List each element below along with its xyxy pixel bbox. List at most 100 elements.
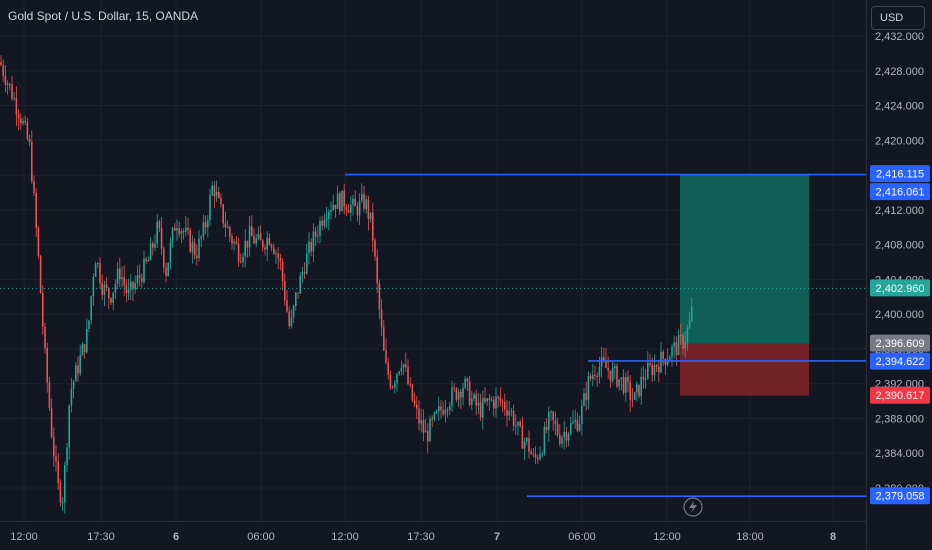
candle-body bbox=[407, 367, 409, 384]
candle-body bbox=[92, 276, 95, 297]
candle-body bbox=[189, 230, 191, 252]
candle-body bbox=[361, 194, 363, 201]
candle-body bbox=[169, 242, 172, 263]
candle-body bbox=[68, 405, 70, 448]
price-tag-sl-label: 2,390.617 bbox=[876, 390, 925, 402]
candle-body bbox=[284, 280, 286, 301]
candle-body bbox=[187, 227, 189, 231]
candle-body bbox=[103, 284, 106, 295]
candle-body bbox=[191, 242, 194, 252]
candle-body bbox=[592, 374, 594, 379]
loss-zone[interactable] bbox=[680, 343, 809, 396]
candle-body bbox=[334, 204, 337, 209]
candle-body bbox=[488, 398, 491, 400]
candle-body bbox=[636, 384, 638, 393]
profit-zone[interactable] bbox=[680, 174, 809, 344]
candle-body bbox=[202, 222, 205, 237]
candle-body bbox=[275, 253, 277, 255]
x-tick-label: 8 bbox=[830, 531, 836, 543]
candle-body bbox=[308, 241, 310, 254]
candle-body bbox=[4, 75, 7, 85]
candle-body bbox=[378, 283, 381, 310]
candle-body bbox=[116, 268, 119, 284]
candle-body bbox=[585, 393, 587, 400]
candle-body bbox=[264, 247, 266, 250]
candle-body bbox=[493, 399, 495, 409]
candle-body bbox=[607, 367, 609, 371]
candle-body bbox=[506, 409, 508, 416]
price-tag-top-level-label: 2,416.061 bbox=[876, 187, 925, 199]
candle-body bbox=[605, 359, 607, 368]
candle-body bbox=[277, 253, 279, 259]
candle-body bbox=[625, 376, 627, 393]
candle-body bbox=[59, 483, 62, 503]
candle-body bbox=[134, 283, 136, 290]
candle-body bbox=[193, 242, 196, 256]
candle-body bbox=[686, 327, 689, 342]
candle-body bbox=[675, 342, 678, 356]
price-tag-top-level bbox=[870, 183, 930, 201]
candle-body bbox=[424, 430, 427, 433]
candle-body bbox=[114, 283, 117, 293]
candle-body bbox=[215, 191, 218, 197]
candle-body bbox=[499, 397, 502, 402]
candle-body bbox=[453, 387, 455, 389]
candle-body bbox=[257, 233, 260, 239]
candle-body bbox=[504, 401, 506, 410]
candle-body bbox=[325, 218, 328, 220]
price-tag-current-label: 2,402.960 bbox=[876, 283, 925, 295]
candle-body bbox=[578, 423, 581, 431]
candle-body bbox=[367, 199, 370, 220]
candle-body bbox=[365, 199, 367, 209]
candle-body bbox=[655, 364, 658, 367]
candle-body bbox=[94, 263, 97, 277]
candle-body bbox=[108, 288, 110, 299]
candle-body bbox=[644, 378, 647, 380]
candle-body bbox=[86, 328, 88, 353]
candle-body bbox=[684, 341, 686, 349]
candle-body bbox=[534, 454, 537, 458]
candle-body bbox=[235, 241, 238, 244]
candle-body bbox=[484, 398, 486, 402]
candle-body bbox=[350, 204, 352, 213]
currency-selector-button[interactable]: USD bbox=[871, 6, 925, 30]
price-tag-entry bbox=[870, 334, 930, 352]
candle-body bbox=[688, 320, 691, 328]
candle-body bbox=[631, 399, 634, 401]
candle-body bbox=[222, 204, 224, 224]
candle-body bbox=[462, 387, 464, 398]
candle-body bbox=[442, 410, 444, 415]
candle-body bbox=[422, 420, 425, 433]
candle-body bbox=[46, 348, 48, 383]
candle-body bbox=[600, 357, 603, 367]
price-tag-entry-level-label: 2,394.622 bbox=[876, 356, 925, 368]
candle-body bbox=[314, 231, 317, 237]
candle-body bbox=[299, 275, 301, 294]
candle-body bbox=[435, 411, 438, 413]
candle-body bbox=[88, 320, 90, 329]
x-tick-label: 06:00 bbox=[568, 531, 596, 543]
time-axis-separator bbox=[0, 521, 866, 522]
candle-body bbox=[328, 211, 330, 219]
candle-body bbox=[125, 285, 128, 294]
price-tag-entry-label: 2,396.609 bbox=[876, 338, 925, 350]
candle-body bbox=[444, 409, 447, 415]
candle-body bbox=[0, 62, 2, 65]
candle-body bbox=[479, 402, 482, 418]
candle-body bbox=[182, 231, 185, 233]
candle-body bbox=[347, 210, 350, 213]
x-tick-label: 12:00 bbox=[653, 531, 681, 543]
candle-body bbox=[658, 366, 660, 373]
x-tick-label: 12:00 bbox=[331, 531, 359, 543]
y-tick-label: 2,412.000 bbox=[875, 205, 924, 217]
candle-body bbox=[204, 222, 207, 228]
candle-body bbox=[330, 210, 332, 212]
price-tag-bottom-level bbox=[870, 487, 930, 505]
candle-body bbox=[61, 501, 64, 503]
x-tick-label: 12:00 bbox=[10, 531, 38, 543]
price-tag-tp-label: 2,416.115 bbox=[876, 169, 924, 181]
candle-body bbox=[198, 238, 200, 259]
flash-icon[interactable] bbox=[683, 497, 703, 517]
candle-body bbox=[409, 383, 411, 385]
